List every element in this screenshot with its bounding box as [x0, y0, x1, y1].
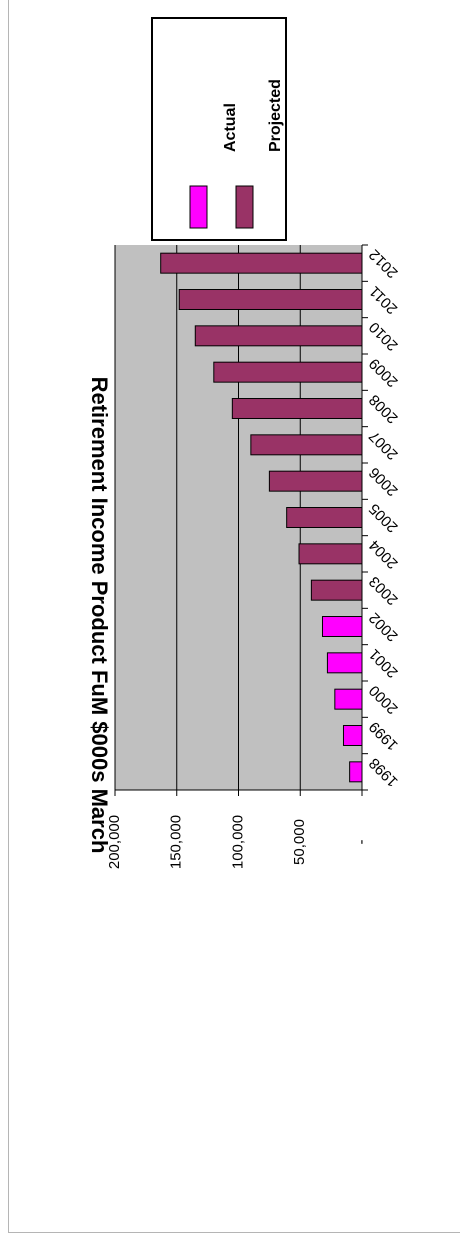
x-tick-label: 2007 [366, 427, 402, 463]
page-border-bottom [8, 1232, 460, 1233]
y-tick-label: - [353, 840, 370, 845]
bar-projected-2011 [178, 289, 363, 310]
page-border-left [8, 0, 9, 1232]
bar-projected-2005 [286, 507, 363, 528]
x-tick-label: 2005 [366, 500, 402, 536]
bar-projected-2003 [310, 579, 363, 601]
x-axis-ticks [362, 244, 368, 791]
x-tick-label: 2003 [366, 573, 402, 609]
y-tick-label: 200,000 [106, 815, 123, 869]
bar-projected-2007 [250, 434, 363, 456]
x-tick-label: 1999 [366, 718, 402, 754]
bar-projected-2012 [160, 252, 363, 274]
x-tick-label: 1998 [366, 754, 402, 790]
bars [160, 252, 363, 783]
legend-label-projected: Projected [267, 79, 284, 152]
x-tick-label: 2008 [366, 391, 402, 427]
bar-actual-2002 [321, 616, 363, 637]
x-tick-label: 2010 [366, 318, 402, 354]
x-tick-label: 2004 [366, 536, 402, 572]
bar-projected-2004 [298, 543, 363, 565]
legend-swatch-actual [189, 185, 208, 229]
chart-title: Retirement Income Product FuM $000s Marc… [87, 377, 112, 854]
bar-projected-2010 [194, 325, 363, 347]
x-tick-label: 2012 [366, 246, 402, 282]
x-tick-label: 2002 [366, 609, 402, 645]
x-tick-label: 2001 [366, 645, 402, 681]
bar-projected-2006 [268, 470, 363, 492]
y-tick-label: 50,000 [291, 819, 308, 865]
y-tick-label: 150,000 [168, 815, 185, 869]
bar-actual-2000 [334, 688, 363, 710]
x-tick-label: 2000 [366, 682, 402, 718]
bar-projected-2009 [213, 361, 363, 383]
bar-projected-2008 [231, 398, 363, 419]
bar-actual-1999 [342, 725, 363, 746]
bar-actual-2001 [326, 652, 363, 674]
y-axis-ticks [114, 790, 363, 796]
x-tick-label: 2006 [366, 464, 402, 500]
y-axis-labels: - 50,000 100,000 150,000 200,000 [106, 815, 370, 869]
legend [151, 17, 287, 241]
legend-box [151, 17, 287, 241]
x-tick-label: 2009 [366, 355, 402, 391]
x-axis-labels: 1998199920002001200220032004200520062007… [366, 246, 402, 790]
bar-actual-1998 [349, 761, 363, 783]
legend-label-actual: Actual [222, 103, 239, 152]
y-tick-label: 100,000 [229, 815, 246, 869]
legend-swatch-projected [235, 185, 254, 229]
x-tick-label: 2011 [366, 282, 401, 317]
